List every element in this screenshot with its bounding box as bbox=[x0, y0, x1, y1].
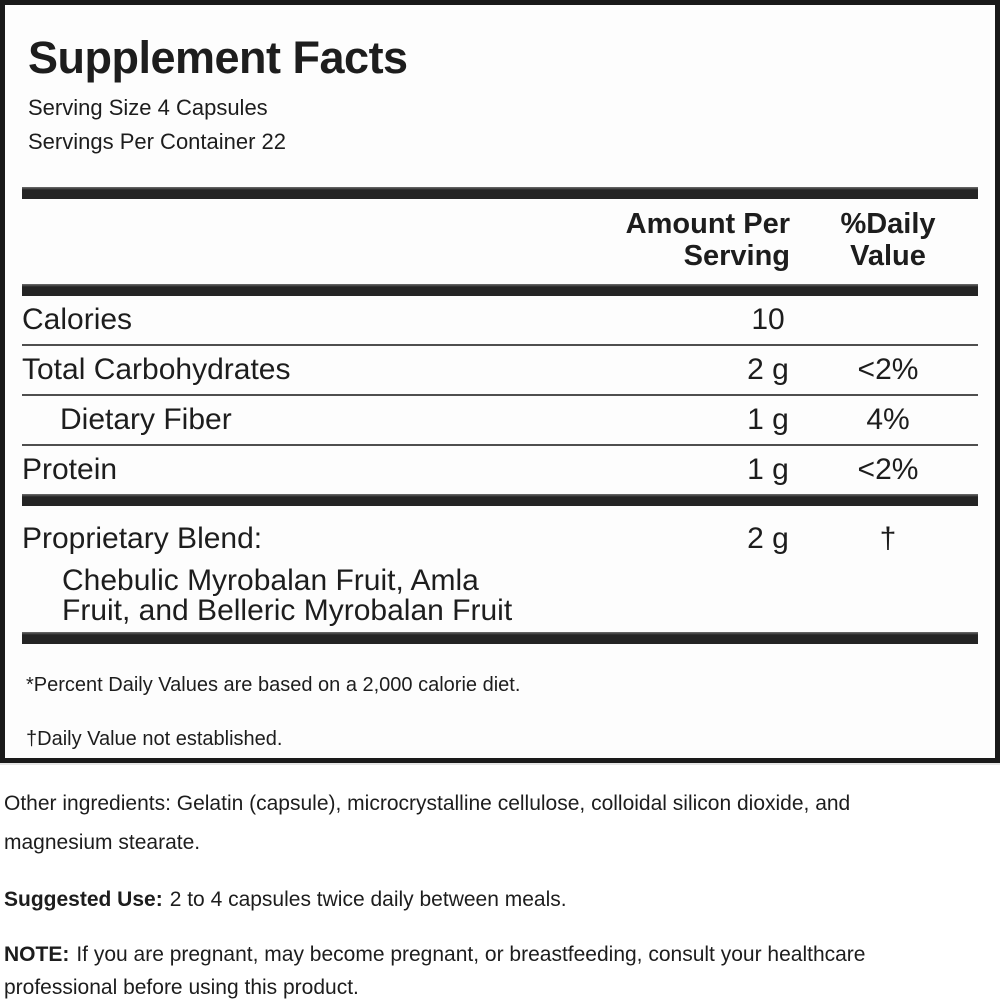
proprietary-blend-daily-value: † bbox=[879, 522, 897, 555]
other-ingredients-line1: Other ingredients: Gelatin (capsule), mi… bbox=[4, 792, 851, 815]
nutrient-daily-value: <2% bbox=[857, 353, 919, 386]
proprietary-blend-row: Proprietary Blend: 2 g † bbox=[22, 515, 978, 563]
additional-details: Other ingredients: Gelatin (capsule), mi… bbox=[0, 785, 1000, 1000]
thick-divider-top bbox=[22, 187, 978, 199]
other-ingredients-line2: magnesium stearate. bbox=[4, 830, 201, 854]
proprietary-ingredients-line1: Chebulic Myrobalan Fruit, Amla bbox=[62, 564, 479, 597]
nutrient-amount: 1 g bbox=[747, 403, 789, 436]
nutrient-row-dietary-fiber: Dietary Fiber 1 g 4% bbox=[22, 396, 978, 446]
note-line1-text: If you are pregnant, may become pregnant… bbox=[76, 942, 866, 966]
suggested-use: Suggested Use: 2 to 4 capsules twice dail… bbox=[4, 887, 990, 912]
nutrient-row-calories: Calories 10 bbox=[22, 296, 978, 346]
proprietary-blend-name: Proprietary Blend: bbox=[22, 522, 263, 555]
supplement-facts-panel: Supplement Facts Serving Size 4 Capsules… bbox=[0, 0, 1000, 763]
amount-header-line1: Amount Per bbox=[625, 208, 790, 240]
column-header-row: Amount Per Serving %Daily Value bbox=[22, 199, 978, 284]
proprietary-ingredients-line2: Fruit, and Belleric Myrobalan Fruit bbox=[62, 594, 513, 627]
supplement-facts-title: Supplement Facts bbox=[28, 32, 408, 83]
nutrient-name: Dietary Fiber bbox=[60, 403, 232, 436]
nutrient-row-total-carbohydrates: Total Carbohydrates 2 g <2% bbox=[22, 346, 978, 396]
nutrient-name: Calories bbox=[22, 303, 133, 336]
percent-dv-footnote: *Percent Daily Values are based on a 2,0… bbox=[26, 674, 521, 696]
dv-not-established-footnote: †Daily Value not established. bbox=[26, 728, 283, 750]
note-label: NOTE: bbox=[4, 942, 70, 966]
nutrient-name: Total Carbohydrates bbox=[22, 353, 291, 386]
thick-divider-bottom bbox=[22, 632, 978, 644]
nutrient-row-protein: Protein 1 g <2% bbox=[22, 446, 978, 494]
amount-header-line2: Serving bbox=[683, 239, 790, 272]
dv-header-line1: %Daily bbox=[840, 208, 936, 240]
nutrient-amount: 2 g bbox=[747, 353, 789, 386]
thick-divider-middle bbox=[22, 494, 978, 506]
serving-size: Serving Size 4 Capsules bbox=[28, 95, 268, 120]
suggested-use-text: 2 to 4 capsules twice daily between meal… bbox=[169, 887, 567, 911]
nutrient-daily-value: 4% bbox=[866, 403, 910, 436]
proprietary-blend-amount: 2 g bbox=[747, 522, 789, 555]
nutrient-amount: 10 bbox=[751, 303, 785, 336]
amount-per-serving-header: Amount Per Serving bbox=[625, 208, 790, 273]
note-line2: professional before using this product. bbox=[4, 976, 359, 1000]
proprietary-blend-ingredients: Chebulic Myrobalan Fruit, Amla Fruit, an… bbox=[22, 566, 978, 626]
suggested-use-label: Suggested Use: bbox=[4, 887, 163, 911]
note-paragraph: NOTE: If you are pregnant, may become pre… bbox=[4, 938, 990, 1000]
nutrient-name: Protein bbox=[22, 453, 118, 486]
note-line1: NOTE: If you are pregnant, may become pre… bbox=[4, 938, 990, 972]
nutrient-amount: 1 g bbox=[747, 453, 789, 486]
other-ingredients: Other ingredients: Gelatin (capsule), mi… bbox=[4, 785, 990, 863]
servings-per-container: Servings Per Container 22 bbox=[28, 129, 287, 154]
thick-divider-header bbox=[22, 284, 978, 296]
daily-value-header: %Daily Value bbox=[798, 208, 978, 273]
dv-header-line2: Value bbox=[850, 239, 926, 272]
nutrient-daily-value: <2% bbox=[857, 453, 919, 486]
